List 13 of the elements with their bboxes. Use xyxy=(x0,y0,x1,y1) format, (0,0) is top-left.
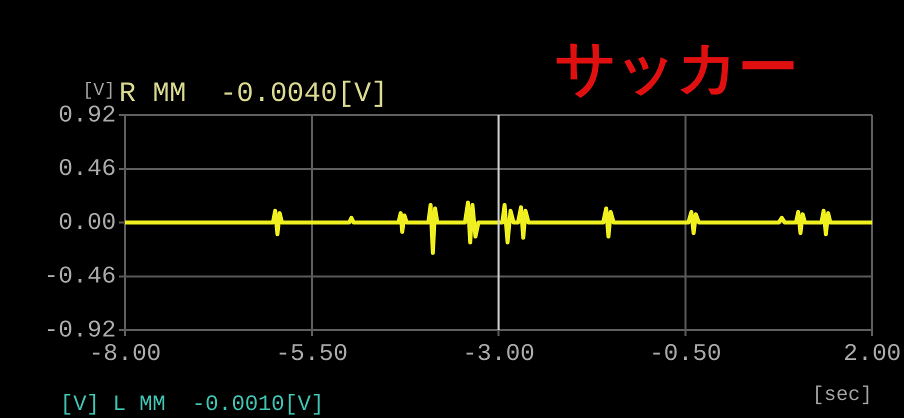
y-tick-label: -0.46 xyxy=(44,264,116,291)
y-tick-label: 0.00 xyxy=(58,210,116,237)
text: サッカー xyxy=(555,33,798,103)
x-tick-label: -5.50 xyxy=(276,340,348,368)
text: [V] L MM -0.0010[V] xyxy=(60,392,324,417)
y-tick-label: 0.46 xyxy=(58,156,116,184)
x-tick-label: 2.00 xyxy=(843,340,901,368)
x-axis-title: [sec] xyxy=(812,384,872,407)
y-tick-label: 0.92 xyxy=(58,102,116,130)
x-tick-label: -0.50 xyxy=(649,340,722,368)
y-axis-title: [V] xyxy=(82,81,115,101)
chart-title: R MM -0.0040[V] xyxy=(119,79,388,110)
x-tick-label: -3.00 xyxy=(462,340,535,368)
